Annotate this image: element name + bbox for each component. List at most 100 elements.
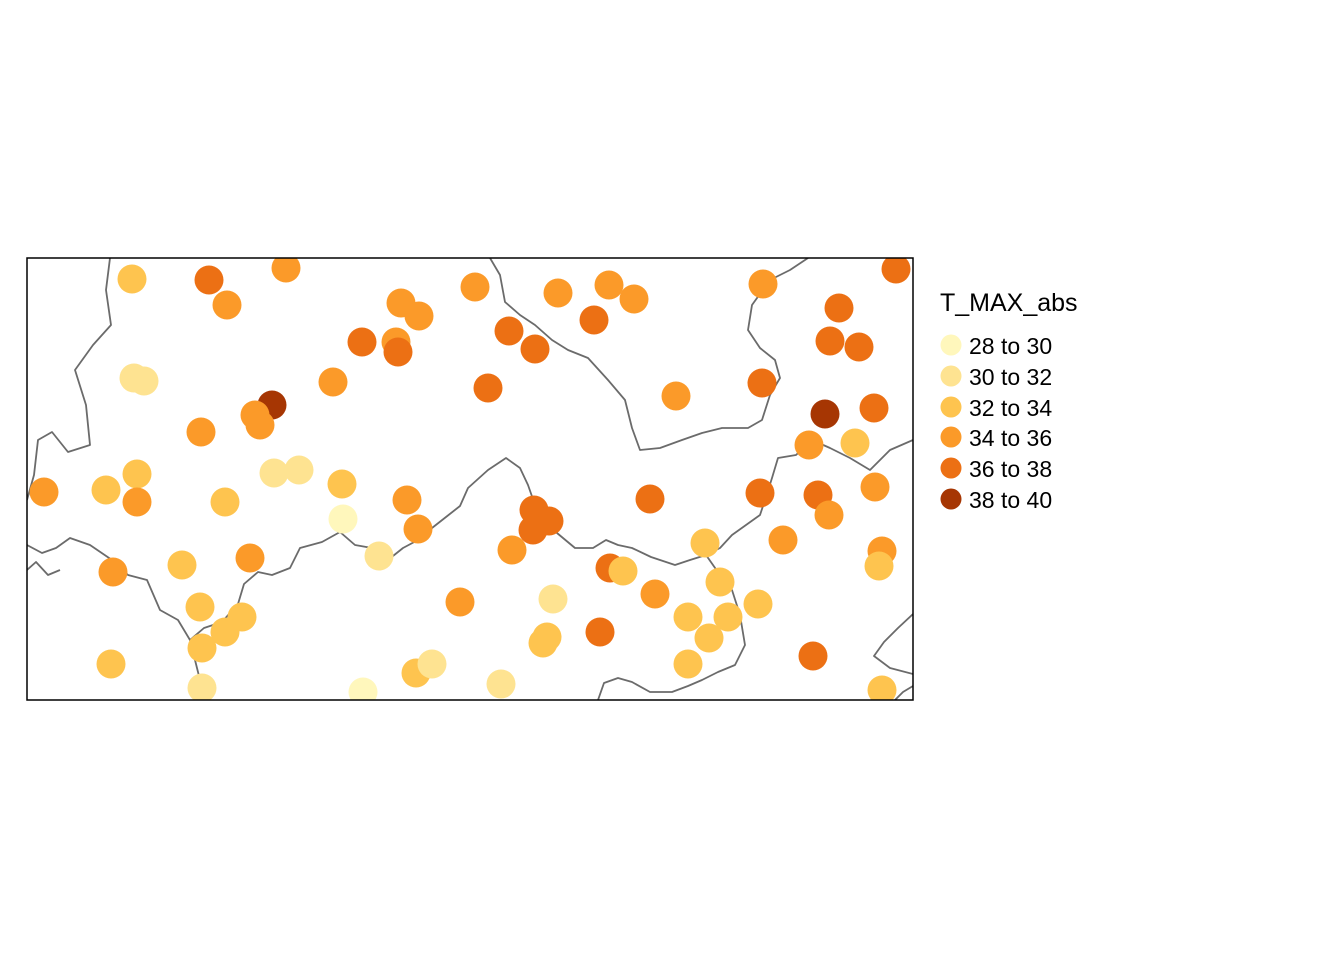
legend-label: 36 to 38	[969, 456, 1052, 482]
legend-label: 34 to 36	[969, 425, 1052, 451]
station-point	[690, 528, 720, 558]
station-point	[881, 258, 911, 284]
station-point	[210, 617, 240, 647]
station-point	[840, 428, 870, 458]
station-point	[640, 579, 670, 609]
legend-title: T_MAX_abs	[940, 289, 1078, 317]
station-point	[585, 617, 615, 647]
map-background	[27, 258, 913, 700]
station-point	[635, 484, 665, 514]
station-point	[815, 326, 845, 356]
station-point	[538, 584, 568, 614]
station-point	[392, 485, 422, 515]
station-point	[187, 633, 217, 663]
station-point	[619, 284, 649, 314]
station-point	[705, 567, 735, 597]
station-point	[844, 332, 874, 362]
station-point	[579, 305, 609, 335]
station-point	[745, 478, 775, 508]
station-point	[864, 551, 894, 581]
station-point	[445, 587, 475, 617]
legend-item: 32 to 34	[940, 395, 1052, 421]
station-point	[661, 381, 691, 411]
legend-swatch	[940, 488, 962, 510]
legend-label: 32 to 34	[969, 395, 1052, 421]
station-point	[694, 623, 724, 653]
station-points	[29, 258, 911, 700]
station-point	[810, 399, 840, 429]
station-point	[271, 258, 301, 283]
station-point	[245, 410, 275, 440]
legend-swatch	[940, 426, 962, 448]
legend-swatch	[940, 457, 962, 479]
station-point	[748, 269, 778, 299]
station-point	[91, 475, 121, 505]
station-point	[96, 649, 126, 679]
station-point	[417, 649, 447, 679]
station-point	[327, 469, 357, 499]
station-point	[284, 455, 314, 485]
station-point	[594, 270, 624, 300]
station-point	[194, 265, 224, 295]
station-point	[210, 487, 240, 517]
station-point	[122, 487, 152, 517]
legend-item: 36 to 38	[940, 456, 1052, 482]
station-point	[859, 393, 889, 423]
station-point	[347, 327, 377, 357]
station-point	[318, 367, 348, 397]
legend-label: 28 to 30	[969, 333, 1052, 359]
station-point	[814, 500, 844, 530]
station-point	[673, 602, 703, 632]
station-point	[117, 264, 147, 294]
map-panel	[26, 257, 914, 701]
station-point	[167, 550, 197, 580]
legend-swatch	[940, 365, 962, 387]
station-point	[187, 673, 217, 700]
station-point	[383, 337, 413, 367]
station-point	[798, 641, 828, 671]
station-point	[185, 592, 215, 622]
station-point	[543, 278, 573, 308]
station-point	[518, 515, 548, 545]
station-point	[29, 477, 59, 507]
station-point	[404, 301, 434, 331]
station-point	[520, 334, 550, 364]
station-point	[673, 649, 703, 679]
station-point	[794, 430, 824, 460]
legend-item: 30 to 32	[940, 364, 1052, 390]
border-line	[27, 258, 112, 501]
station-point	[473, 373, 503, 403]
station-point	[403, 514, 433, 544]
station-point	[259, 458, 289, 488]
station-point	[212, 290, 242, 320]
border-line	[597, 554, 746, 700]
legend-swatch	[940, 334, 962, 356]
station-point	[860, 472, 890, 502]
station-point	[486, 669, 516, 699]
legend-label: 30 to 32	[969, 364, 1052, 390]
border-line	[489, 258, 809, 451]
station-point	[608, 556, 638, 586]
station-point	[747, 368, 777, 398]
station-point	[98, 557, 128, 587]
station-point	[364, 541, 394, 571]
legend-label: 38 to 40	[969, 487, 1052, 513]
station-point	[768, 525, 798, 555]
station-point	[460, 272, 490, 302]
station-point	[494, 316, 524, 346]
legend-swatch	[940, 396, 962, 418]
border-line	[894, 685, 913, 700]
station-point	[743, 589, 773, 619]
border-line	[27, 561, 61, 576]
station-point	[186, 417, 216, 447]
station-point	[713, 602, 743, 632]
station-point	[328, 504, 358, 534]
legend-item: 38 to 40	[940, 487, 1052, 513]
station-point	[122, 459, 152, 489]
legend: T_MAX_abs 28 to 30 30 to 32 32 to 34 34 …	[940, 289, 1078, 513]
station-point	[824, 293, 854, 323]
station-point	[867, 675, 897, 700]
legend-item: 28 to 30	[940, 333, 1052, 359]
station-point	[528, 628, 558, 658]
